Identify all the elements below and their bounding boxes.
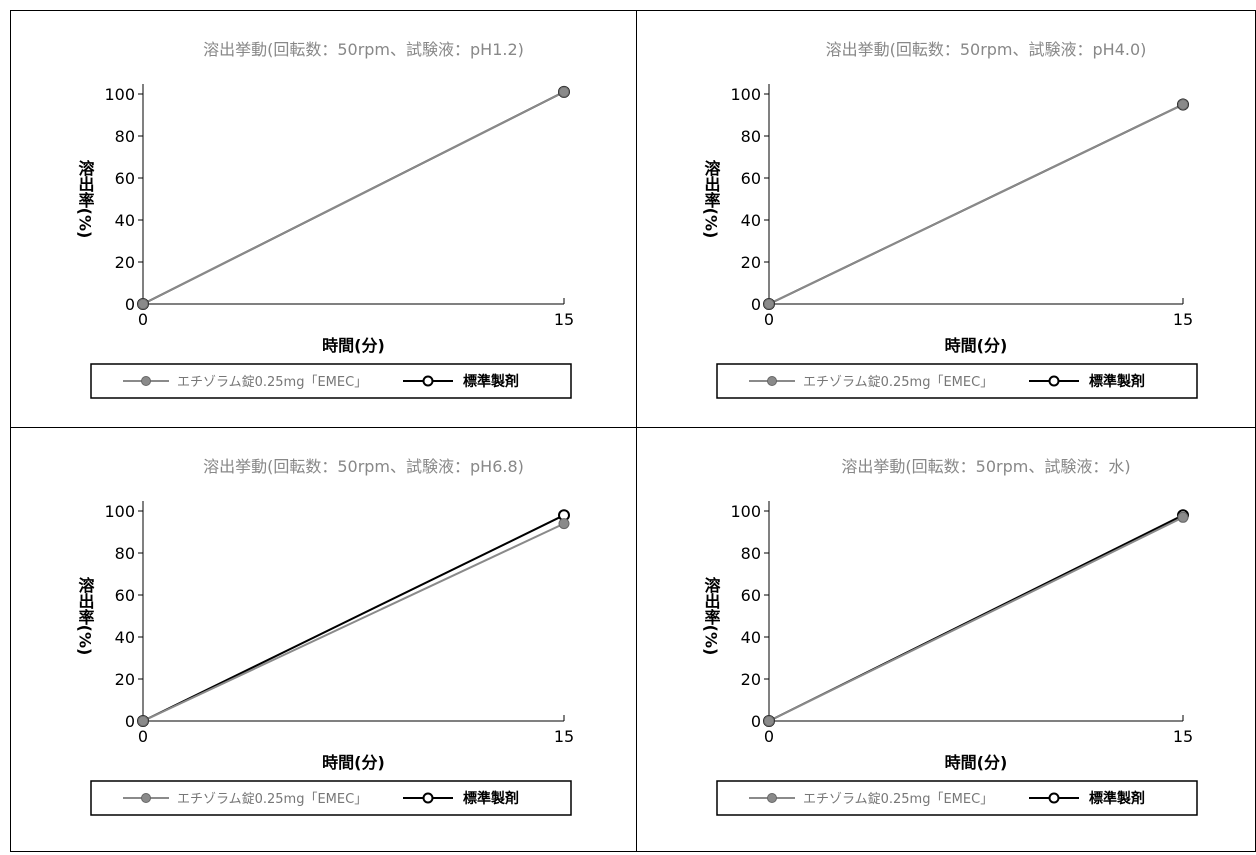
chart-panel-ph40: 溶出挙動(回転数：50rpm、試験液：pH4.0) 0 20 40 60 80 100 0 15… <box>636 10 1256 428</box>
chart-0-y-tick-label-60: 60 <box>115 169 135 188</box>
chart-1-legend-test-marker <box>767 376 777 386</box>
chart-3-series-test-line <box>768 516 1184 722</box>
chart-2-y-tick-label-0: 0 <box>125 712 135 731</box>
chart-2-y-tick-label-100: 100 <box>104 502 135 521</box>
chart-0-legend-reference-label: 標準製剤 <box>463 373 519 390</box>
chart-1-legend-box <box>716 363 1198 399</box>
chart-3-title: 溶出挙動(回転数：50rpm、試験液：水) <box>841 457 1130 476</box>
chart-svg-ph12: 溶出挙動(回転数：50rpm、試験液：pH1.2) 0 20 40 60 80 100 0 15… <box>76 40 574 399</box>
chart-0-x-label: 時間(分) <box>322 336 385 355</box>
chart-2-title: 溶出挙動(回転数：50rpm、試験液：pH6.8) <box>203 457 524 476</box>
chart-2-legend-test-label: エチゾラム錠0.25mg「EMEC」 <box>177 792 367 807</box>
chart-1-x-tick-label-15: 15 <box>1173 310 1193 329</box>
chart-1-title: 溶出挙動(回転数：50rpm、試験液：pH4.0) <box>826 40 1147 59</box>
chart-1-y-tick-label-100: 100 <box>730 85 761 104</box>
chart-0-series-test-point-0 <box>137 298 149 310</box>
chart-0-y-label: 溶出率(%) <box>76 159 95 239</box>
chart-3-y-tick-label-20: 20 <box>741 670 761 689</box>
chart-panel-ph68: 溶出挙動(回転数：50rpm、試験液：pH6.8) 0 20 40 60 80 100 0 15… <box>10 427 637 852</box>
chart-3-series-test-point-1 <box>1177 511 1189 523</box>
chart-1-y-tick-label-0: 0 <box>751 295 761 314</box>
chart-2-y-tick-label-80: 80 <box>115 544 135 563</box>
chart-2-x-tick-label-15: 15 <box>554 727 574 746</box>
chart-1-legend-test-label: エチゾラム錠0.25mg「EMEC」 <box>803 375 993 390</box>
chart-3-y-tick-label-60: 60 <box>741 586 761 605</box>
chart-1-legend-reference-label: 標準製剤 <box>1089 373 1145 390</box>
chart-3-series-test-point-0 <box>763 715 775 727</box>
chart-3-legend-test-label: エチゾラム錠0.25mg「EMEC」 <box>803 792 993 807</box>
chart-1-y-tick-label-60: 60 <box>741 169 761 188</box>
chart-panel-ph12: 溶出挙動(回転数：50rpm、試験液：pH1.2) 0 20 40 60 80 100 0 15… <box>10 10 637 428</box>
chart-1-series-test-point-1 <box>1177 99 1189 110</box>
chart-2-y-tick-label-20: 20 <box>115 670 135 689</box>
chart-3-y-tick-label-100: 100 <box>730 502 761 521</box>
chart-0-x-tick-label-15: 15 <box>554 310 574 329</box>
chart-2-legend-test-marker <box>141 793 151 803</box>
chart-0-legend-test-marker <box>141 376 151 386</box>
chart-1-series-test-point-0 <box>763 298 775 310</box>
chart-3-legend-reference-marker <box>1048 792 1060 804</box>
chart-2-legend-box <box>90 780 572 816</box>
chart-0-y-tick-label-20: 20 <box>115 253 135 272</box>
chart-1-series-test-line <box>768 103 1184 305</box>
chart-0-title: 溶出挙動(回転数：50rpm、試験液：pH1.2) <box>203 40 524 59</box>
chart-1-legend-reference-marker <box>1048 375 1060 387</box>
chart-1-y-tick-label-40: 40 <box>741 211 761 230</box>
chart-1-y-tick-label-80: 80 <box>741 127 761 146</box>
chart-3-x-tick-label-15: 15 <box>1173 727 1193 746</box>
chart-2-y-tick-label-60: 60 <box>115 586 135 605</box>
chart-1-y-tick-label-20: 20 <box>741 253 761 272</box>
chart-0-legend-box <box>90 363 572 399</box>
chart-0-legend-test-label: エチゾラム錠0.25mg「EMEC」 <box>177 375 367 390</box>
chart-3-x-tick-label-0: 0 <box>764 727 774 746</box>
chart-2-series-reference-line <box>142 514 565 722</box>
chart-3-legend-test-marker <box>767 793 777 803</box>
chart-0-series-test-point-1 <box>558 86 570 98</box>
chart-3-y-tick-label-80: 80 <box>741 544 761 563</box>
chart-2-series-test-point-1 <box>558 518 570 530</box>
chart-0-y-tick-label-0: 0 <box>125 295 135 314</box>
chart-2-legend-reference-label: 標準製剤 <box>463 790 519 807</box>
chart-2-series-test-line <box>142 522 565 722</box>
chart-3-y-tick-label-40: 40 <box>741 628 761 647</box>
chart-0-y-tick-label-100: 100 <box>104 85 135 104</box>
chart-0-y-tick-label-40: 40 <box>115 211 135 230</box>
chart-0-series-test-line <box>142 91 565 305</box>
chart-3-legend-reference-label: 標準製剤 <box>1089 790 1145 807</box>
chart-0-x-tick-label-0: 0 <box>138 310 148 329</box>
chart-1-x-label: 時間(分) <box>945 336 1008 355</box>
chart-1-y-label: 溶出率(%) <box>702 159 721 239</box>
chart-svg-ph68: 溶出挙動(回転数：50rpm、試験液：pH6.8) 0 20 40 60 80 100 0 15… <box>76 457 574 816</box>
chart-0-y-tick-label-80: 80 <box>115 127 135 146</box>
chart-3-x-label: 時間(分) <box>945 753 1008 772</box>
chart-0-legend-reference-marker <box>422 375 434 387</box>
chart-3-legend-box <box>716 780 1198 816</box>
chart-3-y-label: 溶出率(%) <box>702 576 721 656</box>
chart-2-legend-reference-marker <box>422 792 434 804</box>
chart-2-y-tick-label-40: 40 <box>115 628 135 647</box>
chart-2-x-label: 時間(分) <box>322 753 385 772</box>
chart-svg-ph40: 溶出挙動(回転数：50rpm、試験液：pH4.0) 0 20 40 60 80 100 0 15… <box>702 40 1198 399</box>
chart-3-y-tick-label-0: 0 <box>751 712 761 731</box>
chart-2-x-tick-label-0: 0 <box>138 727 148 746</box>
chart-2-series-test-point-0 <box>137 715 149 727</box>
chart-svg-water: 溶出挙動(回転数：50rpm、試験液：水) 0 20 40 60 80 100 0 15 時間(分… <box>702 457 1198 816</box>
chart-1-x-tick-label-0: 0 <box>764 310 774 329</box>
chart-panel-water: 溶出挙動(回転数：50rpm、試験液：水) 0 20 40 60 80 100 0 15 時間(分… <box>636 427 1256 852</box>
chart-2-y-label: 溶出率(%) <box>76 576 95 656</box>
